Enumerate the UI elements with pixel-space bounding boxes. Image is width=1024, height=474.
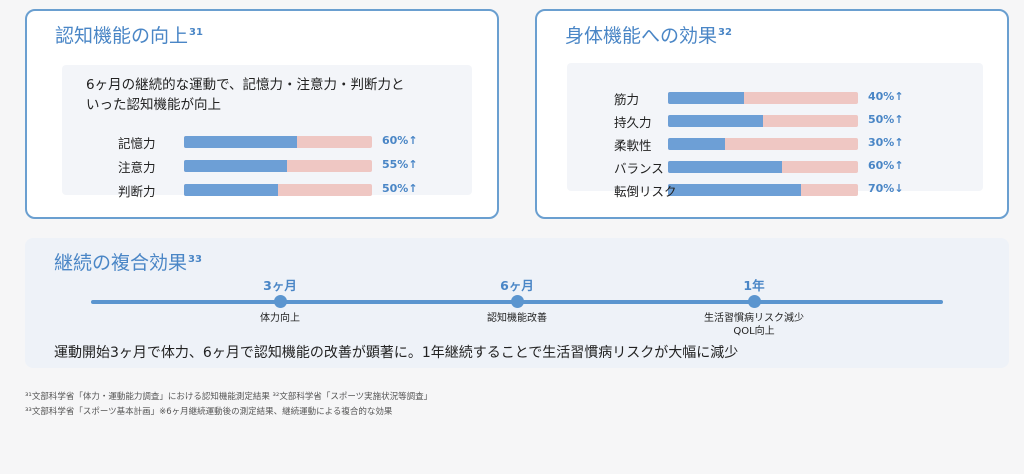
footnote-2: ³³文部科学省「スポーツ基本計画」※6ヶ月継続運動後の測定結果、継続運動による複… <box>25 407 393 417</box>
physical-bar-row: バランス 60%↑ <box>614 157 974 177</box>
physical-bar-label: 筋力 <box>614 92 640 107</box>
timeline-dot <box>273 295 287 308</box>
cognitive-bar-row: 注意力 55%↑ <box>118 156 458 176</box>
physical-bar-row: 筋力 40%↑ <box>614 88 974 108</box>
timeline-effect-line: 体力向上 <box>260 313 300 324</box>
cognitive-bar-fill <box>184 184 278 196</box>
physical-ref: 32 <box>718 26 732 38</box>
continuation-card: 継続の複合効果33 3ヶ月体力向上 6ヶ月認知機能改善 1年生活習慣病リスク減少 QO… <box>25 238 1009 368</box>
cognitive-bar-track <box>184 184 372 196</box>
physical-card: 身体機能への効果32 筋力 40%↑ 持久力 50%↑ 柔軟性 30%↑ バランス 60%↑ 転… <box>535 9 1009 219</box>
physical-bar-label: 転倒リスク <box>614 184 677 199</box>
physical-bar-fill <box>668 161 782 173</box>
cognitive-panel: 6ヶ月の継続的な運動で、記憶力・注意力・判断力といった認知機能が向上 記憶力 60… <box>62 65 472 199</box>
timeline-effect-label: 生活習慣病リスク減少 QOL向上 <box>704 312 804 338</box>
physical-bar-value: 30%↑ <box>868 136 904 149</box>
cognitive-bar-label: 注意力 <box>118 160 156 175</box>
cognitive-bar-row: 判断力 50%↑ <box>118 180 458 200</box>
timeline-time-label: 6ヶ月 <box>500 278 534 293</box>
cognitive-bar-value: 60%↑ <box>382 134 418 147</box>
physical-bar-value: 50%↑ <box>868 113 904 126</box>
timeline-time-label: 3ヶ月 <box>263 278 297 293</box>
cognitive-card: 認知機能の向上31 6ヶ月の継続的な運動で、記憶力・注意力・判断力といった認知機… <box>25 9 499 219</box>
cognitive-bar-track <box>184 136 372 148</box>
cognitive-ref: 31 <box>189 26 203 38</box>
physical-bar-track <box>668 92 858 104</box>
cognitive-bar-track <box>184 160 372 172</box>
cognitive-bar-value: 50%↑ <box>382 182 418 195</box>
physical-bar-value: 70%↓ <box>868 182 904 195</box>
timeline-effect-line: 認知機能改善 <box>487 313 547 324</box>
cognitive-title: 認知機能の向上31 <box>55 21 203 48</box>
physical-bar-fill <box>668 138 725 150</box>
timeline-time-label: 1年 <box>743 278 765 293</box>
physical-bar-label: 柔軟性 <box>614 138 652 153</box>
physical-bar-track <box>668 115 858 127</box>
physical-bar-fill <box>668 92 744 104</box>
physical-bar-value: 40%↑ <box>868 90 904 103</box>
physical-bar-row: 柔軟性 30%↑ <box>614 134 974 154</box>
cognitive-bar-fill <box>184 136 297 148</box>
continuation-title-text: 継続の複合効果 <box>54 252 188 274</box>
cognitive-description: 6ヶ月の継続的な運動で、記憶力・注意力・判断力といった認知機能が向上 <box>86 77 405 113</box>
cognitive-bar-label: 判断力 <box>118 184 156 199</box>
cognitive-bar-value: 55%↑ <box>382 158 418 171</box>
timeline-dot <box>510 295 524 308</box>
physical-title: 身体機能への効果32 <box>565 21 732 48</box>
timeline-dot <box>747 295 761 308</box>
cognitive-bar-row: 記憶力 60%↑ <box>118 132 458 152</box>
timeline-effect-label: 体力向上 <box>260 312 300 325</box>
physical-bar-track <box>668 138 858 150</box>
physical-bar-row: 持久力 50%↑ <box>614 111 974 131</box>
physical-bar-label: バランス <box>614 161 664 176</box>
continuation-summary: 運動開始3ヶ月で体力、6ヶ月で認知機能の改善が顕著に。1年継続することで生活習慣… <box>54 345 739 361</box>
physical-bar-fill <box>668 115 763 127</box>
continuation-title: 継続の複合効果33 <box>54 248 202 275</box>
physical-bar-fill <box>668 184 801 196</box>
footnote-1: ³¹文部科学省「体力・運動能力調査」における認知機能測定結果 ³²文部科学省「ス… <box>25 392 433 402</box>
physical-bar-track <box>668 184 858 196</box>
timeline-effect-line: 生活習慣病リスク減少 <box>704 313 804 324</box>
physical-title-text: 身体機能への効果 <box>565 25 718 47</box>
physical-panel: 筋力 40%↑ 持久力 50%↑ 柔軟性 30%↑ バランス 60%↑ 転倒リスク 70%↓ <box>567 63 983 199</box>
physical-bar-label: 持久力 <box>614 115 652 130</box>
physical-bar-value: 60%↑ <box>868 159 904 172</box>
timeline-effect-line: QOL向上 <box>733 326 775 337</box>
physical-bar-row: 転倒リスク 70%↓ <box>614 180 974 200</box>
physical-bar-track <box>668 161 858 173</box>
cognitive-title-text: 認知機能の向上 <box>55 25 189 47</box>
timeline-effect-label: 認知機能改善 <box>487 312 547 325</box>
continuation-ref: 33 <box>188 253 202 265</box>
cognitive-bar-fill <box>184 160 288 172</box>
cognitive-bar-label: 記憶力 <box>118 136 156 151</box>
